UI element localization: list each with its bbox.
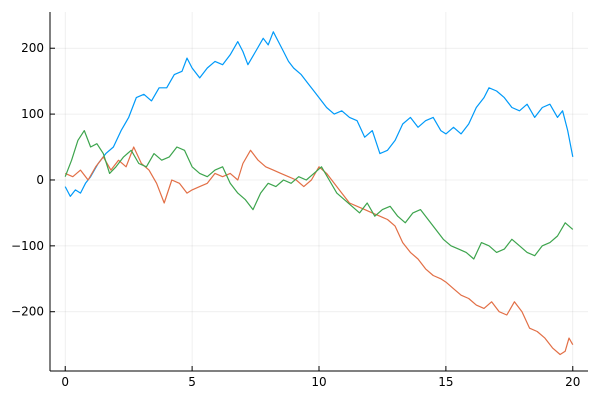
grid (50, 12, 588, 371)
y-tick-label: 0 (36, 173, 44, 187)
x-tick-label: 0 (61, 375, 69, 389)
x-tick-label: 5 (188, 375, 196, 389)
y-tick-label: −100 (11, 239, 44, 253)
y-tick-label: −200 (11, 305, 44, 319)
series-line-3 (64, 130, 574, 260)
x-tick-label: 20 (565, 375, 580, 389)
x-tick-label: 15 (438, 375, 453, 389)
x-tick-label: 10 (311, 375, 326, 389)
y-tick-label: 200 (21, 41, 44, 55)
ticks: 0 5 10 15 20 −200 −100 0 100 200 (11, 41, 580, 389)
series-group (64, 31, 574, 356)
y-tick-label: 100 (21, 107, 44, 121)
series-line-1 (64, 31, 574, 197)
